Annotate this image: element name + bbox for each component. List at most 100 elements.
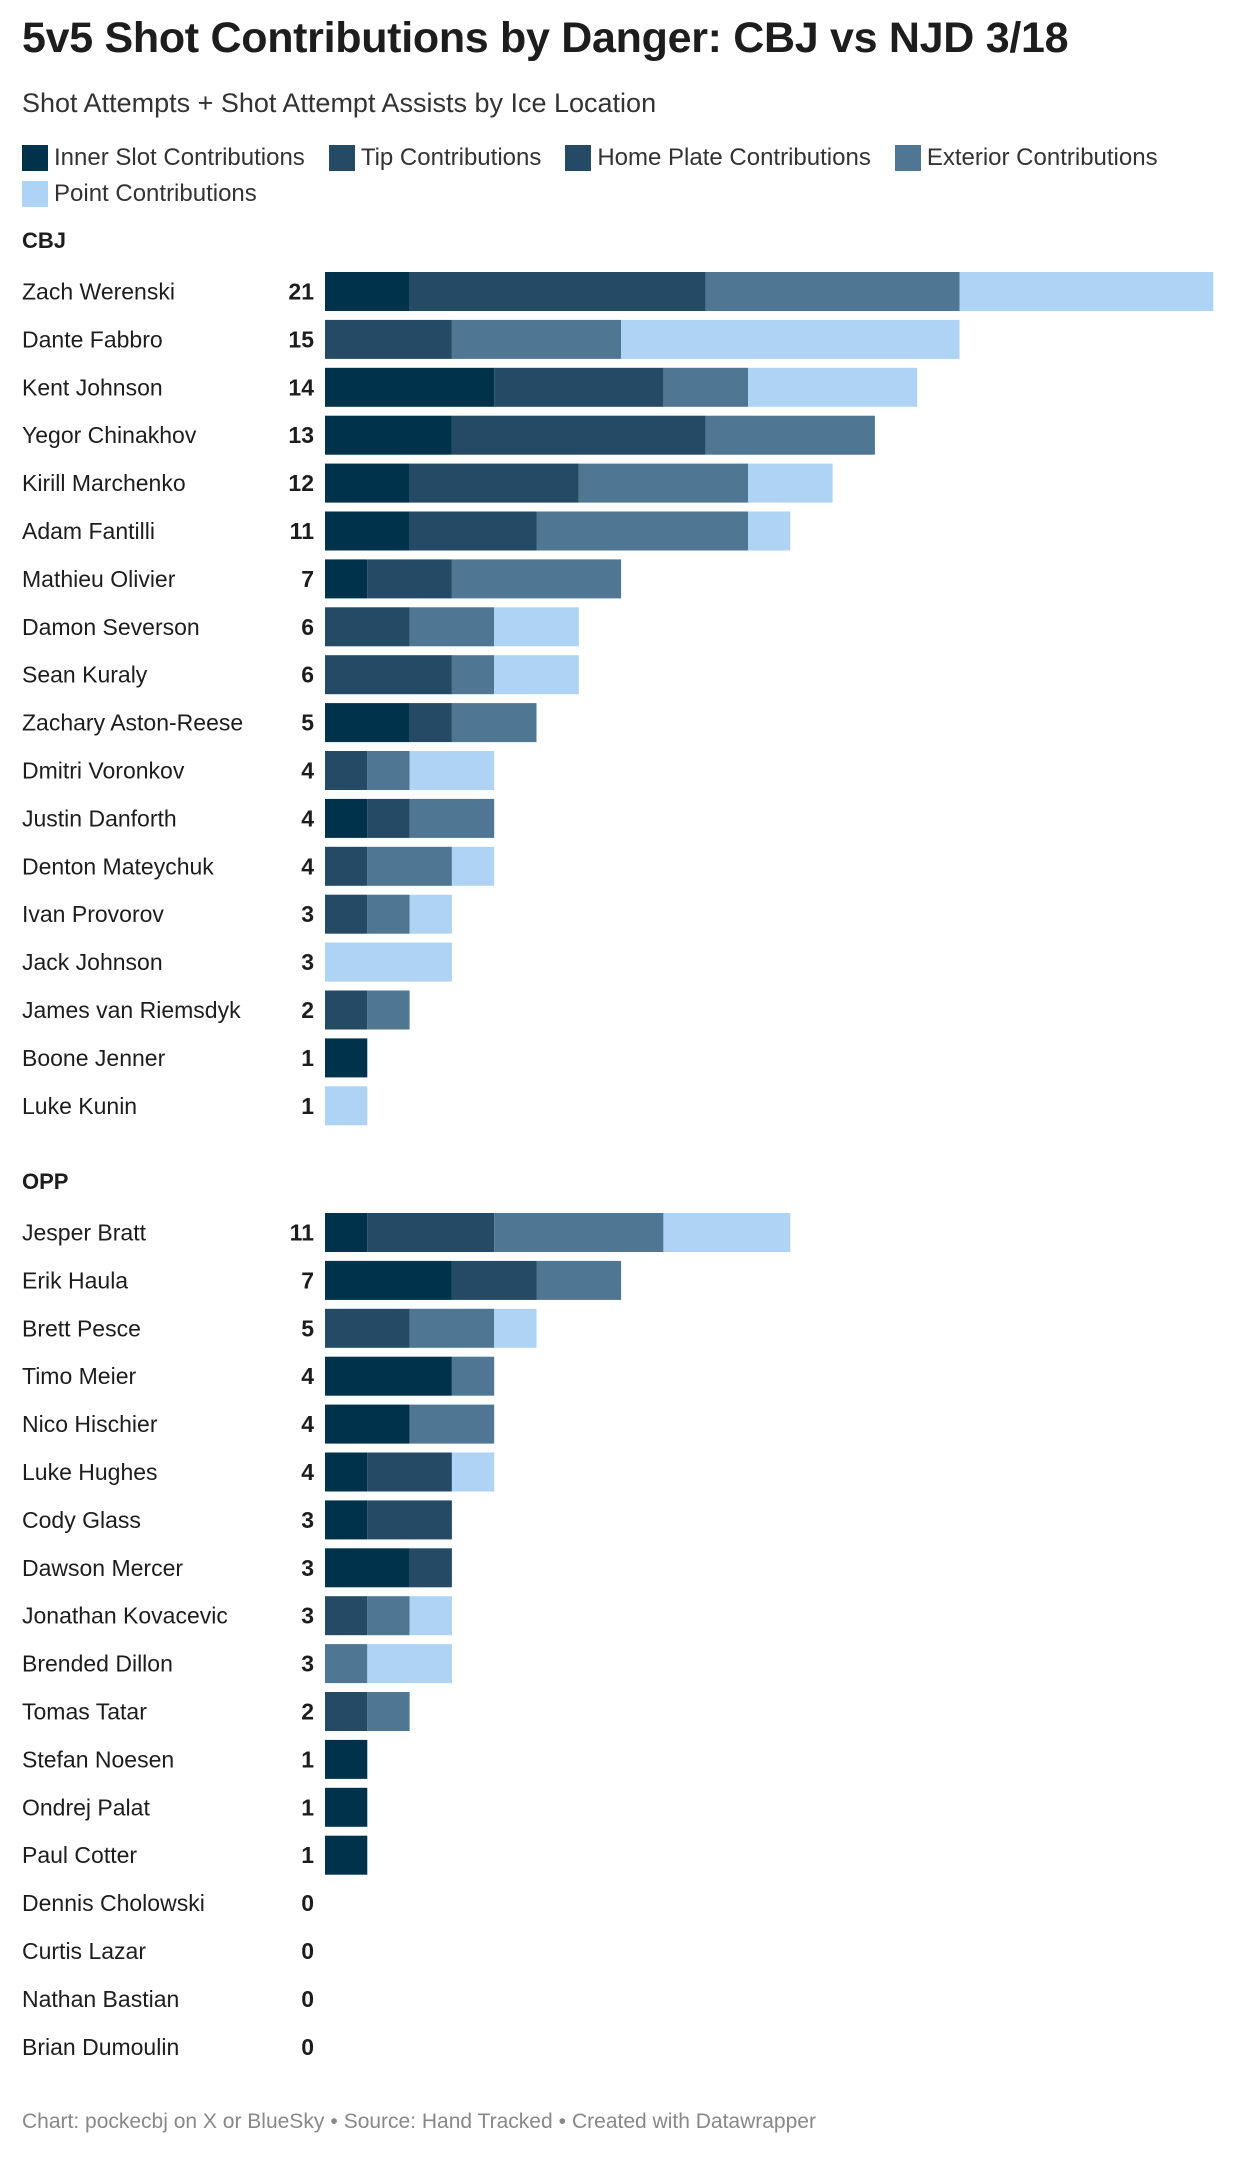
player-row-curtis-lazar: Curtis Lazar 0 bbox=[22, 1938, 314, 1964]
player-total-justin-danforth: 4 bbox=[301, 805, 314, 831]
bar-segment-point-jesper-bratt bbox=[663, 1213, 791, 1252]
player-name-yegor-chinakhov: Yegor Chinakhov bbox=[22, 422, 197, 448]
player-row-erik-haula: Erik Haula 7 bbox=[22, 1260, 622, 1300]
player-name-jack-johnson: Jack Johnson bbox=[22, 949, 163, 975]
group-cbj-label: CBJ bbox=[22, 228, 66, 253]
bar-segment-exterior-damon-severson bbox=[409, 607, 495, 647]
bar-segment-exterior-denton-mateychuk bbox=[367, 846, 452, 886]
chart-title: 5v5 Shot Contributions by Danger: CBJ vs… bbox=[22, 14, 1069, 62]
player-name-brett-pesce: Brett Pesce bbox=[22, 1315, 141, 1341]
bar-segment-exterior-jesper-bratt bbox=[494, 1213, 664, 1252]
player-total-cody-glass: 3 bbox=[301, 1507, 314, 1533]
legend: Inner Slot Contributions Tip Contributio… bbox=[22, 144, 1222, 208]
bar-segment-exterior-nico-hischier bbox=[409, 1404, 495, 1444]
legend-swatch-tip bbox=[328, 145, 355, 171]
bar-segment-point-kent-johnson bbox=[748, 367, 918, 407]
player-row-ivan-provorov: Ivan Provorov 3 bbox=[22, 894, 452, 934]
bar-segment-home-plate-ivan-provorov bbox=[325, 894, 368, 934]
player-name-ondrej-palat: Ondrej Palat bbox=[22, 1794, 150, 1820]
player-total-kent-johnson: 14 bbox=[288, 374, 314, 400]
bar-segment-inner-slot-nico-hischier bbox=[325, 1404, 410, 1444]
player-total-mathieu-olivier: 7 bbox=[301, 566, 314, 592]
player-row-luke-kunin: Luke Kunin 1 bbox=[22, 1086, 368, 1126]
player-name-kent-johnson: Kent Johnson bbox=[22, 374, 163, 400]
bar-segment-inner-slot-paul-cotter bbox=[325, 1835, 368, 1875]
bar-segment-inner-slot-erik-haula bbox=[325, 1260, 452, 1300]
player-row-justin-danforth: Justin Danforth 4 bbox=[22, 798, 495, 838]
bar-segment-inner-slot-boone-jenner bbox=[325, 1038, 368, 1078]
legend-item-inner-slot: Inner Slot Contributions bbox=[22, 144, 305, 172]
player-row-denton-mateychuk: Denton Mateychuk 4 bbox=[22, 846, 495, 886]
bar-segment-inner-slot-yegor-chinakhov bbox=[325, 415, 452, 455]
player-total-jack-johnson: 3 bbox=[301, 949, 314, 975]
player-name-brian-dumoulin: Brian Dumoulin bbox=[22, 2034, 179, 2060]
player-row-stefan-noesen: Stefan Noesen 1 bbox=[22, 1739, 368, 1779]
bar-segment-home-plate-kirill-marchenko bbox=[409, 463, 579, 503]
legend-swatch-inner-slot bbox=[22, 145, 48, 171]
bar-segment-exterior-tomas-tatar bbox=[367, 1692, 410, 1731]
player-name-tomas-tatar: Tomas Tatar bbox=[22, 1699, 147, 1725]
player-total-kirill-marchenko: 12 bbox=[288, 470, 314, 496]
player-total-tomas-tatar: 2 bbox=[301, 1699, 314, 1725]
player-total-luke-kunin: 1 bbox=[301, 1093, 314, 1119]
legend-swatch-home-plate bbox=[565, 145, 592, 171]
bar-segment-exterior-jonathan-kovacevic bbox=[367, 1596, 410, 1636]
player-total-luke-hughes: 4 bbox=[301, 1459, 314, 1485]
player-total-brian-dumoulin: 0 bbox=[301, 2034, 314, 2060]
legend-swatch-exterior bbox=[894, 145, 921, 171]
player-row-mathieu-olivier: Mathieu Olivier 7 bbox=[22, 559, 622, 599]
player-row-nathan-bastian: Nathan Bastian 0 bbox=[22, 1986, 314, 2012]
player-row-dmitri-voronkov: Dmitri Voronkov 4 bbox=[22, 751, 495, 790]
player-total-sean-kuraly: 6 bbox=[301, 662, 314, 688]
player-name-cody-glass: Cody Glass bbox=[22, 1507, 141, 1533]
chart-footer: Chart: pockecbj on X or BlueSky • Source: … bbox=[22, 2110, 816, 2134]
bar-segment-home-plate-luke-hughes bbox=[367, 1452, 452, 1492]
player-name-luke-hughes: Luke Hughes bbox=[22, 1459, 158, 1485]
bar-segment-home-plate-dante-fabbro bbox=[325, 319, 452, 359]
bar-segment-inner-slot-dawson-mercer bbox=[325, 1548, 410, 1588]
player-name-ivan-provorov: Ivan Provorov bbox=[22, 901, 164, 927]
player-name-damon-severson: Damon Severson bbox=[22, 614, 200, 640]
player-row-dante-fabbro: Dante Fabbro 15 bbox=[22, 319, 960, 359]
bar-segment-home-plate-denton-mateychuk bbox=[325, 846, 368, 886]
bar-segment-exterior-erik-haula bbox=[536, 1260, 622, 1300]
bar-segment-point-denton-mateychuk bbox=[451, 846, 495, 886]
bar-segment-home-plate-justin-danforth bbox=[367, 798, 410, 838]
bar-segment-point-zach-werenski bbox=[959, 272, 1214, 311]
player-row-nico-hischier: Nico Hischier 4 bbox=[22, 1404, 495, 1444]
bar-segment-exterior-james-van-riemsdyk bbox=[367, 990, 410, 1030]
bar-segment-home-plate-sean-kuraly bbox=[325, 655, 452, 695]
bar-segment-point-brended-dillon bbox=[367, 1644, 452, 1684]
player-total-damon-severson: 6 bbox=[301, 614, 314, 640]
legend-item-point: Point Contributions bbox=[22, 180, 257, 208]
player-row-cody-glass: Cody Glass 3 bbox=[22, 1500, 452, 1540]
bar-segment-point-kirill-marchenko bbox=[748, 463, 833, 503]
bar-segment-home-plate-kent-johnson bbox=[494, 367, 664, 407]
player-total-adam-fantilli: 11 bbox=[290, 518, 315, 544]
bar-segment-exterior-adam-fantilli bbox=[536, 511, 748, 551]
player-row-timo-meier: Timo Meier 4 bbox=[22, 1356, 495, 1396]
legend-item-home-plate: Home Plate Contributions bbox=[565, 144, 871, 172]
player-row-kent-johnson: Kent Johnson 14 bbox=[22, 367, 918, 407]
player-total-ondrej-palat: 1 bbox=[301, 1794, 314, 1820]
bar-segment-exterior-timo-meier bbox=[451, 1356, 495, 1396]
bar-segment-point-dmitri-voronkov bbox=[409, 751, 495, 790]
bar-segment-home-plate-zachary-aston-reese bbox=[409, 703, 452, 743]
player-total-curtis-lazar: 0 bbox=[301, 1938, 314, 1964]
player-name-zachary-aston-reese: Zachary Aston-Reese bbox=[22, 710, 243, 736]
bar-segment-home-plate-dawson-mercer bbox=[409, 1548, 452, 1588]
footer-created-with: Created with Datawrapper bbox=[572, 2110, 816, 2133]
player-row-jonathan-kovacevic: Jonathan Kovacevic 3 bbox=[22, 1596, 452, 1636]
bar-segment-inner-slot-kent-johnson bbox=[325, 367, 495, 407]
player-row-brended-dillon: Brended Dillon 3 bbox=[22, 1644, 452, 1684]
legend-swatch-point bbox=[22, 181, 48, 207]
player-total-dante-fabbro: 15 bbox=[288, 326, 314, 352]
legend-item-exterior: Exterior Contributions bbox=[894, 144, 1158, 172]
player-row-luke-hughes: Luke Hughes 4 bbox=[22, 1452, 495, 1492]
player-row-tomas-tatar: Tomas Tatar 2 bbox=[22, 1692, 410, 1731]
player-row-james-van-riemsdyk: James van Riemsdyk 2 bbox=[22, 990, 410, 1030]
player-total-nico-hischier: 4 bbox=[301, 1411, 314, 1437]
player-name-kirill-marchenko: Kirill Marchenko bbox=[22, 470, 186, 496]
